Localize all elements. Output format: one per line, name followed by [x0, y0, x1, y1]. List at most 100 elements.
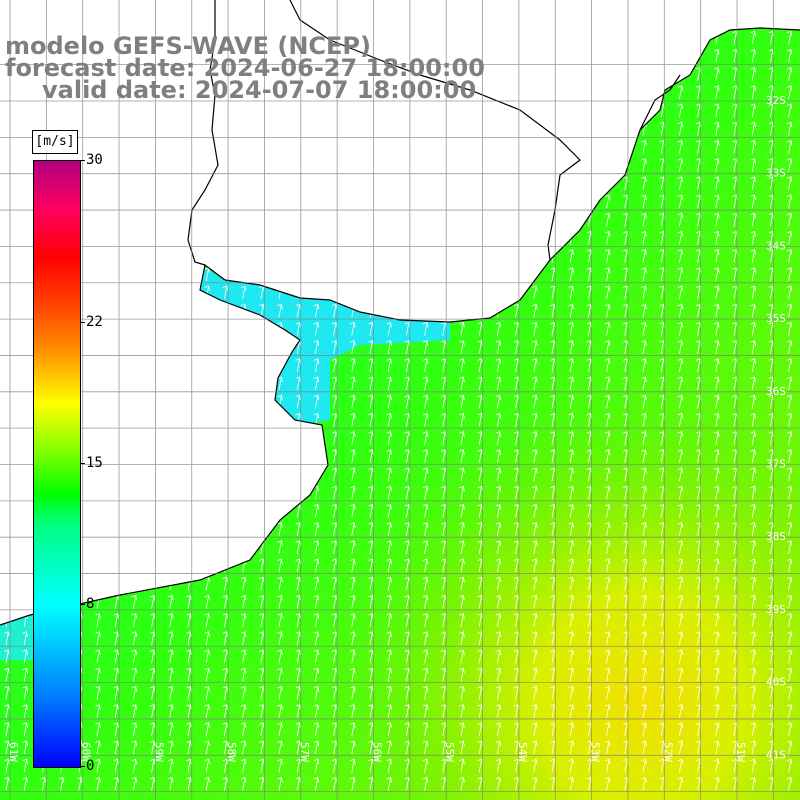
wind-arrow: [532, 85, 538, 100]
wind-arrow: [714, 776, 720, 791]
latitude-label: 40S: [766, 676, 786, 689]
wind-arrow: [4, 321, 10, 336]
wind-arrow: [714, 285, 720, 300]
wind-arrow: [750, 121, 756, 136]
wind-arrow: [532, 522, 538, 536]
wind-arrow: [513, 67, 520, 81]
wind-arrow: [350, 631, 356, 646]
wind-arrow: [22, 412, 28, 427]
wind-arrow: [113, 176, 119, 191]
wind-arrow: [750, 230, 756, 245]
wind-arrow: [696, 0, 701, 8]
wind-arrow: [569, 13, 574, 26]
wind-arrow: [277, 194, 283, 209]
wind-arrow: [786, 740, 793, 755]
wind-arrow: [604, 503, 611, 518]
wind-arrow: [386, 522, 392, 536]
wind-arrow: [22, 467, 28, 482]
wind-arrow: [368, 121, 374, 136]
wind-arrow: [404, 30, 411, 45]
wind-arrow: [386, 267, 392, 282]
wind-arrow: [22, 230, 28, 245]
wind-arrow: [313, 776, 320, 791]
wind-arrow: [459, 0, 464, 8]
wind-arrow: [568, 249, 574, 263]
wind-arrow: [568, 485, 574, 500]
wind-arrow: [22, 376, 28, 391]
wind-arrow: [259, 267, 265, 282]
wind-arrow: [459, 321, 465, 336]
colorbar-label: 22: [86, 313, 103, 330]
wind-arrow: [386, 139, 392, 154]
wind-arrow: [532, 249, 538, 263]
wind-arrow: [386, 285, 392, 300]
wind-arrow: [113, 121, 119, 136]
wind-arrow: [368, 249, 374, 263]
wind-arrow: [149, 103, 156, 118]
wind-arrow: [386, 540, 392, 555]
wind-arrow: [750, 103, 756, 118]
wind-arrow: [677, 121, 684, 136]
wind-arrow: [714, 685, 720, 700]
wind-arrow: [150, 0, 155, 8]
wind-arrow: [295, 449, 301, 464]
wind-arrow: [568, 613, 574, 627]
wind-arrow: [696, 13, 701, 26]
wind-arrow: [714, 176, 720, 191]
wind-arrow: [550, 194, 556, 209]
wind-arrow: [149, 740, 156, 755]
wind-arrow: [550, 0, 555, 8]
wind-arrow: [149, 303, 156, 318]
wind-arrow: [222, 376, 229, 391]
wind-arrow: [295, 576, 301, 591]
wind-arrow: [786, 212, 793, 227]
wind-arrow: [568, 376, 574, 391]
wind-arrow: [368, 522, 374, 536]
wind-arrow: [186, 376, 192, 391]
wind-arrow: [168, 194, 174, 209]
wind-arrow: [786, 67, 793, 81]
wind-arrow: [604, 667, 611, 682]
wind-arrow: [313, 758, 320, 773]
wind-arrow: [131, 685, 138, 700]
wind-arrow: [331, 503, 338, 518]
colorbar-tick: [80, 463, 85, 464]
wind-arrow: [714, 394, 720, 409]
wind-arrow: [95, 285, 101, 300]
wind-arrow: [240, 667, 247, 682]
wind-arrow: [714, 740, 720, 755]
wind-arrow: [149, 449, 156, 464]
wind-arrow: [95, 722, 101, 737]
wind-arrow: [113, 522, 119, 536]
wind-arrow: [259, 631, 265, 646]
wind-arrow: [459, 303, 465, 318]
wind-arrow: [259, 758, 265, 773]
longitude-label: 57W: [298, 742, 311, 762]
wind-arrow: [295, 722, 301, 737]
wind-arrow: [240, 740, 247, 755]
wind-arrow: [259, 667, 265, 682]
wind-arrow: [350, 667, 356, 682]
wind-arrow: [240, 103, 247, 118]
wind-arrow: [295, 613, 301, 627]
wind-arrow: [714, 631, 720, 646]
wind-arrow: [786, 485, 793, 500]
wind-arrow: [604, 649, 611, 664]
wind-arrow: [277, 503, 283, 518]
wind-arrow: [641, 194, 647, 209]
wind-arrow: [459, 394, 465, 409]
wind-arrow: [477, 85, 483, 100]
wind-arrow: [149, 176, 156, 191]
wind-arrow: [604, 576, 611, 591]
wind-arrow: [623, 103, 629, 118]
wind-arrow: [131, 722, 138, 737]
wind-arrow: [477, 249, 483, 263]
wind-arrow: [240, 376, 247, 391]
wind-arrow: [114, 13, 119, 26]
wind-arrow: [149, 121, 156, 136]
wind-arrow: [313, 340, 320, 354]
wind-arrow: [4, 267, 10, 282]
wind-arrow: [149, 776, 156, 791]
wind-arrow: [4, 303, 10, 318]
